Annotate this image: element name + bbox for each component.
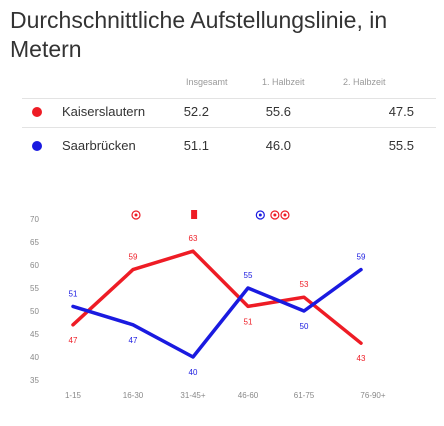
header-first-half: 1. Halbzeit [262,77,305,87]
header-insgesamt: Insgesamt [186,77,228,87]
y-tick-label: 55 [30,284,39,293]
team-color-dot [32,107,42,117]
data-label: 40 [189,368,198,377]
chart-title: Durchschnittliche Aufstellungslinie, in … [10,7,388,62]
data-label: 51 [244,317,253,326]
line-chart: 35 40 45 50 55 60 65 70 1-15 16-30 31-45+ 46-60 61-7… [30,210,386,400]
soccer-ball-icon [270,210,280,220]
stats-row-saarbruecken: Saarbrücken 51.1 46.0 55.5 [0,135,444,161]
data-label: 59 [129,253,138,262]
x-tick-label: 61-75 [294,391,315,400]
y-tick-label: 70 [30,215,39,224]
data-label: 59 [357,253,366,262]
soccer-ball-icon [255,210,265,220]
y-tick-label: 50 [30,307,39,316]
x-tick-label: 76-90+ [360,391,385,400]
value-insgesamt: 51.1 [183,138,209,153]
divider [22,127,436,128]
team-name: Kaiserslautern [62,104,146,119]
value-first-half: 55.6 [265,104,291,119]
value-second-half: 47.5 [388,104,414,119]
y-tick-label: 40 [30,353,39,362]
y-tick-label: 45 [30,330,39,339]
stats-row-kaiserslautern: Kaiserslautern 52.2 55.6 47.5 [0,101,444,127]
y-tick-label: 35 [30,376,39,385]
x-tick-label: 16-30 [123,391,144,400]
data-label: 47 [69,336,78,345]
y-tick-label: 60 [30,261,39,270]
team-name: Saarbrücken [62,138,136,153]
data-label: 51 [69,289,78,298]
value-insgesamt: 52.2 [183,104,209,119]
soccer-ball-icon [280,210,290,220]
team-color-dot [32,141,42,151]
x-tick-label: 46-60 [238,391,259,400]
data-label: 63 [189,234,198,243]
red-card-icon [191,210,198,219]
header-second-half: 2. Halbzeit [343,77,386,87]
data-label: 47 [129,336,138,345]
divider [22,98,436,99]
soccer-ball-icon [131,210,141,220]
data-label: 53 [300,280,309,289]
series-line-saarbruecken [71,267,363,359]
y-tick-label: 65 [30,238,39,247]
data-label: 43 [357,354,366,363]
data-label: 50 [300,322,309,331]
value-second-half: 55.5 [388,138,414,153]
x-tick-label: 1-15 [65,391,82,400]
value-first-half: 46.0 [265,138,291,153]
x-tick-label: 31-45+ [180,391,205,400]
data-label: 55 [244,271,253,280]
